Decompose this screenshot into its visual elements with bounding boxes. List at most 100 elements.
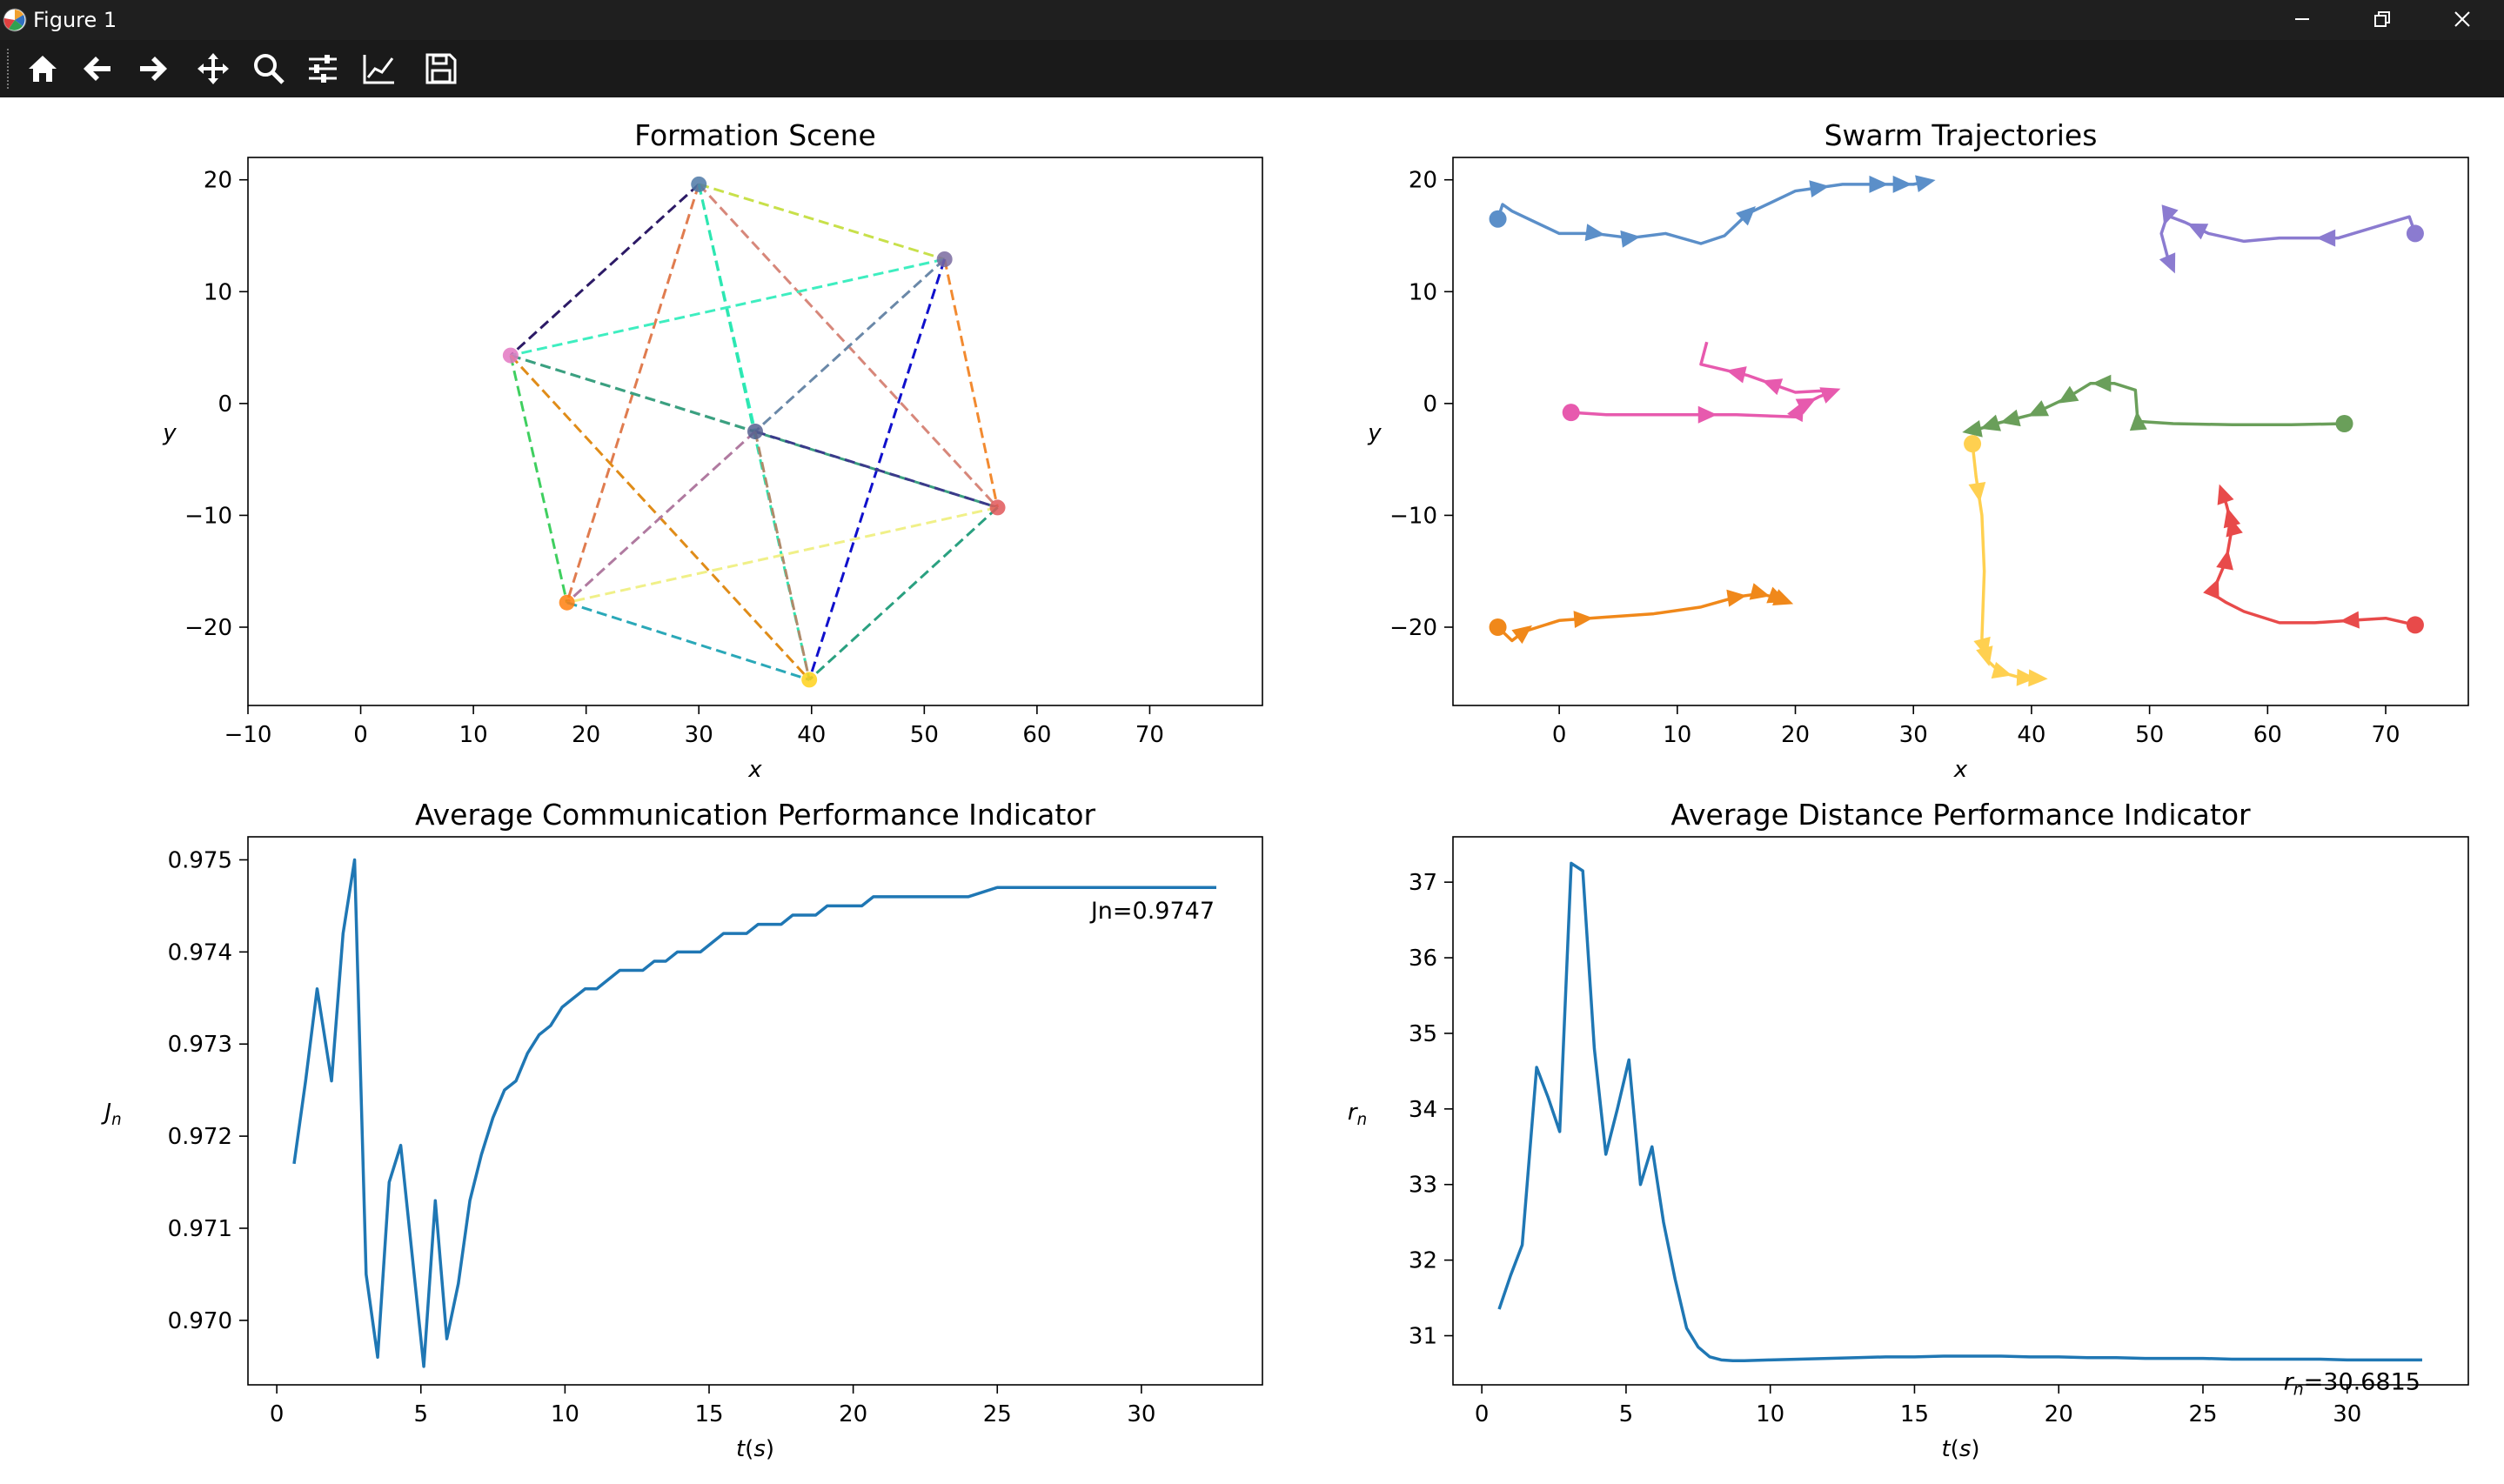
subplots-button[interactable] — [301, 47, 345, 90]
chart-title: Swarm Trajectories — [1824, 118, 2098, 152]
y-tick-label: 32 — [1409, 1248, 1437, 1274]
trajectory-arrow — [1762, 378, 1784, 396]
zoom-magnifier-icon — [254, 54, 285, 84]
y-tick-label: −10 — [1389, 503, 1437, 529]
edit-axis-icon — [363, 55, 394, 84]
trajectory-arrow — [1962, 420, 1983, 438]
save-floppy-icon — [425, 53, 457, 84]
x-tick-label: 15 — [1900, 1401, 1929, 1427]
x-tick-label: 15 — [694, 1401, 723, 1427]
trajectory-arrow — [2129, 411, 2147, 431]
trajectory-arrow — [1915, 175, 1936, 192]
trajectory-start-marker — [2335, 415, 2353, 432]
formation-edge — [698, 183, 946, 261]
axes-frame — [1452, 836, 2469, 1386]
home-button[interactable] — [21, 47, 64, 90]
trajectory-arrow — [2216, 550, 2233, 571]
trajectory-arrow — [2217, 484, 2234, 505]
formation-edge — [754, 430, 998, 509]
pan-button[interactable] — [191, 47, 235, 90]
x-tick-label: 50 — [2135, 722, 2164, 748]
x-tick-label: 40 — [797, 722, 826, 748]
chart-title: Average Communication Performance Indica… — [415, 798, 1095, 832]
edit-axis-button[interactable] — [357, 47, 400, 90]
trajectory-arrow — [2058, 385, 2079, 404]
trajectory-arrow — [1976, 645, 1993, 667]
trajectory-arrow — [1749, 583, 1771, 600]
plot-content — [1497, 861, 2422, 1362]
plot-content — [292, 858, 1216, 1368]
x-tick-label: 20 — [1781, 722, 1810, 748]
trajectory-arrow — [2340, 611, 2360, 629]
trajectory-line — [1570, 341, 1838, 419]
y-tick-label: 0.971 — [168, 1216, 232, 1242]
axes-frame — [247, 836, 1263, 1386]
matplotlib-logo-icon — [3, 8, 27, 32]
y-tick-label: 35 — [1409, 1021, 1437, 1047]
trajectory-arrow — [1736, 206, 1756, 226]
save-button[interactable] — [419, 47, 463, 90]
close-button[interactable] — [2422, 0, 2502, 40]
trajectory-start-marker — [1964, 435, 1982, 453]
x-tick-label: 20 — [572, 722, 600, 748]
x-tick-label: 10 — [1663, 722, 1691, 748]
trajectory-arrow — [2203, 578, 2219, 600]
trajectory-arrow — [2028, 669, 2048, 687]
y-tick-label: 0 — [1423, 391, 1437, 418]
subplot-1: Formation Scene −10 0 10 20 30 40 50 60 70 −20 −10 0… — [162, 118, 1263, 783]
trajectory-start-marker — [2406, 616, 2424, 634]
formation-node — [747, 424, 763, 439]
y-axis-label: rn — [1348, 1100, 1367, 1129]
y-axis-label: y — [162, 420, 177, 446]
trajectory-arrow — [1511, 625, 1532, 645]
formation-edge — [510, 257, 945, 358]
chart-title: Formation Scene — [634, 118, 876, 152]
y-tick-label: −20 — [1389, 615, 1437, 641]
y-tick-label: 33 — [1409, 1173, 1437, 1199]
plot-content — [1489, 175, 2424, 687]
trajectory-arrow — [1725, 366, 1747, 384]
trajectory-line — [1496, 179, 1932, 245]
y-tick-label: 37 — [1409, 870, 1437, 896]
minimize-button[interactable] — [2262, 0, 2342, 40]
trajectory-arrow — [2027, 400, 2050, 417]
trajectory-arrow — [1726, 589, 1747, 607]
trajectory-arrow — [1991, 661, 2012, 679]
axes-frame — [247, 157, 1263, 706]
y-tick-label: 0.972 — [168, 1124, 232, 1150]
x-tick-label: 30 — [685, 722, 713, 748]
restore-button[interactable] — [2342, 0, 2422, 40]
subplot-2: Swarm Trajectories 0 10 20 30 40 50 60 70 −20 −10 0… — [1367, 118, 2469, 783]
y-tick-label: 34 — [1409, 1097, 1437, 1123]
trajectory-arrow — [2316, 229, 2336, 247]
trajectory-arrow — [2187, 223, 2209, 240]
back-button[interactable] — [77, 47, 120, 90]
x-tick-label: 10 — [551, 1401, 579, 1427]
trajectory-arrow — [2092, 374, 2112, 392]
trajectory-arrow — [1809, 180, 1830, 198]
figure-canvas[interactable]: Formation Scene −10 0 10 20 30 40 50 60 70 −20 −10 0… — [0, 97, 2504, 1481]
x-tick-label: 30 — [1127, 1401, 1155, 1427]
y-tick-label: 0.974 — [168, 939, 232, 966]
x-axis-label: x — [1953, 757, 1968, 783]
trajectory-arrow — [2161, 204, 2179, 226]
trajectory-start-marker — [2406, 224, 2424, 243]
close-icon — [2454, 11, 2470, 27]
trajectory-line — [2159, 214, 2417, 271]
figure-svg: Formation Scene−10 0 10 20 30 40 50 60 70−20−100… — [100, 118, 2469, 1462]
x-tick-label: 25 — [983, 1401, 1012, 1427]
forward-button[interactable] — [131, 47, 174, 90]
trajectory-arrow — [1999, 409, 2021, 427]
formation-node — [559, 594, 575, 611]
x-tick-label: 0 — [353, 722, 368, 748]
y-tick-label: −10 — [184, 503, 232, 529]
x-tick-label: 40 — [2017, 722, 2045, 748]
y-tick-label: 0.975 — [168, 847, 232, 873]
y-tick-label: −20 — [184, 615, 232, 641]
home-icon — [29, 56, 57, 82]
x-tick-label: 25 — [2188, 1401, 2217, 1427]
x-tick-label: 60 — [2253, 722, 2282, 748]
zoom-button[interactable] — [247, 47, 291, 90]
toolbar-grip[interactable] — [7, 49, 12, 89]
trajectory-arrow — [1620, 230, 1641, 248]
